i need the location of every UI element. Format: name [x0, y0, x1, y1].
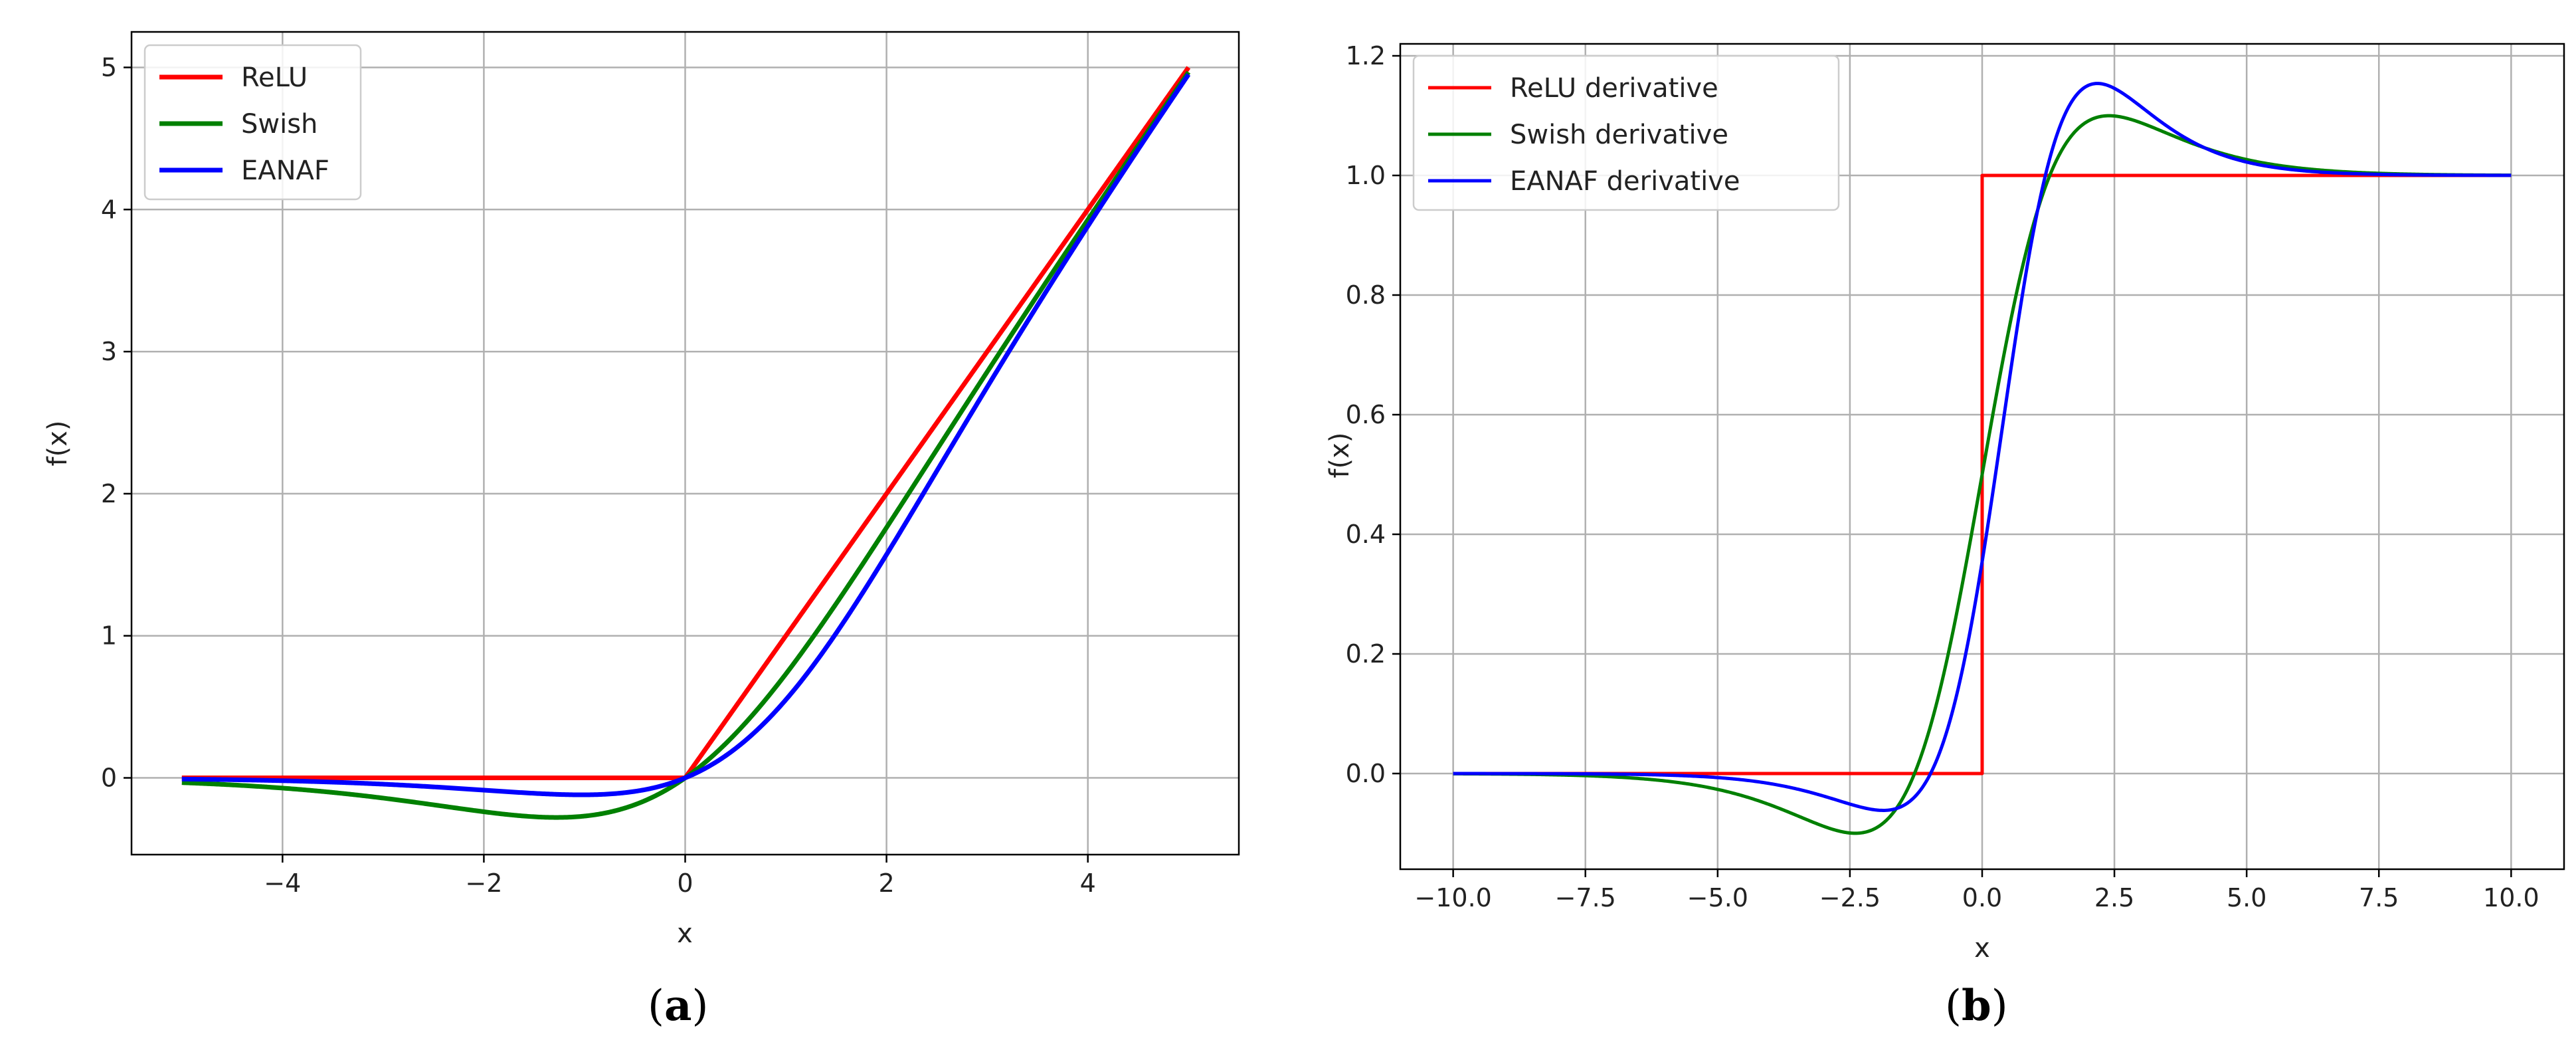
legend-label: Swish derivative: [1510, 120, 1728, 150]
panel-b-curves: [1453, 82, 2512, 835]
panel-a-legend: ReLU Swish EANAF: [143, 44, 362, 201]
y-tick-label: 2: [101, 479, 117, 508]
y-tick-label: 1.2: [1346, 41, 1386, 70]
y-tick-label: 1: [101, 621, 117, 651]
legend-label: EANAF: [241, 156, 329, 186]
legend-box: [1412, 54, 1840, 211]
panel-a-caption-letter: a: [664, 981, 691, 1031]
x-tick-label: 0: [677, 869, 693, 898]
panel-a-caption: (a): [648, 981, 708, 1031]
y-tick-label: 4: [101, 195, 117, 224]
panel-b-caption: (b): [1945, 981, 2008, 1031]
panel-a-ticks: −4 −2 0 2 4 0 1 2 3 4 5: [101, 52, 1096, 898]
panel-a-xlabel: x: [677, 918, 693, 949]
panel-a: −4 −2 0 2 4 0 1 2 3 4 5 x f(x) ReLU Swish EANAF (a): [43, 31, 1240, 1031]
y-tick-label: 0.6: [1346, 400, 1386, 429]
legend-label: EANAF derivative: [1510, 166, 1740, 197]
x-tick-label: 10.0: [2483, 883, 2539, 912]
panel-b-xlabel: x: [1974, 933, 1990, 964]
x-tick-label: −2: [465, 869, 502, 898]
legend-label: ReLU derivative: [1510, 73, 1718, 104]
x-tick-label: 4: [1080, 869, 1096, 898]
x-tick-label: −5.0: [1687, 883, 1748, 912]
x-tick-label: 2.5: [2094, 883, 2134, 912]
panel-a-ylabel: f(x): [43, 421, 73, 467]
y-tick-label: 0.4: [1346, 520, 1386, 549]
x-tick-label: −2.5: [1819, 883, 1881, 912]
legend-label: Swish: [241, 109, 318, 140]
x-tick-label: −4: [264, 869, 301, 898]
panel-b-ticks: −10.0 −7.5 −5.0 −2.5 0.0 2.5 5.0 7.5 10.0 0.0 0.2 0…: [1346, 41, 2539, 912]
series-line-swish-derivative: [1453, 114, 2512, 835]
legend-label: ReLU: [241, 62, 308, 93]
panel-a-curves: [181, 66, 1191, 820]
y-tick-label: 5: [101, 52, 117, 82]
y-tick-label: 0.8: [1346, 280, 1386, 310]
y-tick-label: 0.0: [1346, 759, 1386, 788]
y-tick-label: 0.2: [1346, 639, 1386, 669]
y-tick-label: 3: [101, 337, 117, 366]
x-tick-label: 5.0: [2227, 883, 2266, 912]
y-tick-label: 0: [101, 764, 117, 793]
x-tick-label: −10.0: [1414, 883, 1491, 912]
x-tick-label: 2: [878, 869, 894, 898]
panel-b-ylabel: f(x): [1325, 433, 1355, 478]
series-line-eanaf-derivative: [1453, 82, 2512, 812]
panel-b-legend: ReLU derivative Swish derivative EANAF der…: [1412, 54, 1840, 211]
x-tick-label: 7.5: [2359, 883, 2399, 912]
series-line-eanaf: [181, 73, 1191, 797]
x-tick-label: −7.5: [1555, 883, 1616, 912]
x-tick-label: 0.0: [1962, 883, 2002, 912]
legend-box: [143, 44, 362, 201]
y-tick-label: 1.0: [1346, 161, 1386, 190]
panel-b-caption-letter: b: [1962, 981, 1991, 1031]
panel-b: −10.0 −7.5 −5.0 −2.5 0.0 2.5 5.0 7.5 10.0 0.0 0.2 0…: [1325, 41, 2565, 1031]
